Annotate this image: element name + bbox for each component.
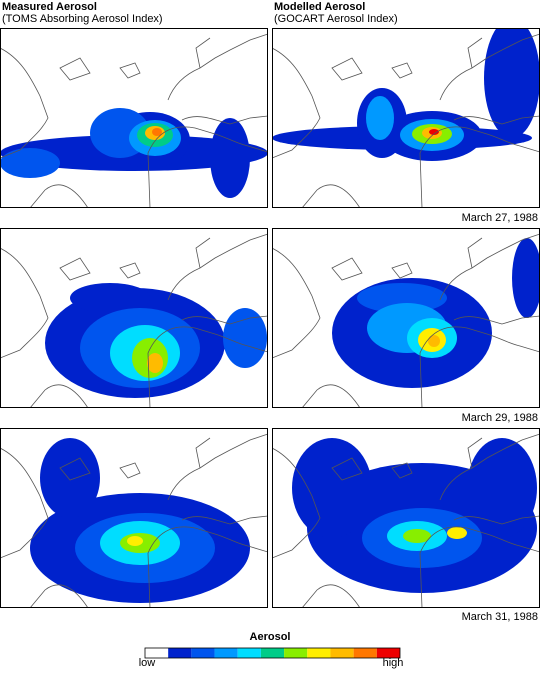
coastline bbox=[0, 233, 268, 408]
legend-swatch bbox=[284, 648, 308, 658]
map-content bbox=[272, 428, 540, 608]
aerosol-region bbox=[40, 438, 100, 518]
map-content bbox=[272, 28, 540, 208]
map-panel bbox=[272, 228, 540, 408]
legend-swatch bbox=[330, 648, 354, 658]
aerosol-region bbox=[210, 118, 250, 198]
legend-title: Aerosol bbox=[250, 631, 291, 643]
aerosol-region bbox=[357, 283, 447, 313]
map-content bbox=[0, 28, 268, 208]
aerosol-region bbox=[484, 28, 540, 138]
map-content bbox=[0, 228, 268, 408]
coastline bbox=[0, 33, 268, 208]
legend-swatch bbox=[168, 648, 192, 658]
map-panel bbox=[272, 28, 540, 208]
aerosol-region bbox=[447, 527, 467, 539]
aerosol-region bbox=[292, 438, 372, 538]
coastline bbox=[0, 433, 268, 608]
aerosol-region bbox=[0, 148, 60, 178]
legend-swatch bbox=[191, 648, 215, 658]
right-title: Modelled Aerosol bbox=[274, 1, 365, 13]
date-label: March 27, 1988 bbox=[462, 212, 538, 224]
aerosol-region bbox=[147, 353, 163, 373]
right-subtitle: (GOCART Aerosol Index) bbox=[274, 13, 398, 25]
aerosol-region bbox=[403, 529, 431, 543]
map-panel bbox=[0, 28, 268, 208]
panel-frame bbox=[0, 28, 268, 208]
legend-swatch bbox=[214, 648, 238, 658]
legend-swatch bbox=[307, 648, 331, 658]
coastline bbox=[272, 433, 540, 608]
legend-swatch bbox=[145, 648, 169, 658]
aerosol-region bbox=[428, 335, 440, 347]
map-panel bbox=[272, 428, 540, 608]
aerosol-region bbox=[152, 128, 162, 136]
map-content bbox=[0, 428, 268, 608]
map-content bbox=[272, 228, 540, 408]
legend-swatch bbox=[260, 648, 285, 658]
aerosol-region bbox=[429, 129, 439, 135]
date-label: March 29, 1988 bbox=[462, 412, 538, 424]
coastline bbox=[272, 233, 540, 408]
left-title: Measured Aerosol bbox=[2, 1, 97, 13]
legend-swatch bbox=[353, 648, 377, 658]
legend-swatch bbox=[237, 648, 261, 658]
aerosol-region bbox=[467, 438, 537, 538]
aerosol-region bbox=[70, 283, 150, 313]
map-panel bbox=[0, 228, 268, 408]
panel-frame bbox=[0, 228, 268, 408]
date-label: March 31, 1988 bbox=[462, 611, 538, 623]
aerosol-region bbox=[127, 536, 143, 546]
panel-frame bbox=[0, 428, 268, 608]
coastline bbox=[272, 33, 540, 208]
left-subtitle: (TOMS Absorbing Aerosol Index) bbox=[2, 13, 163, 25]
aerosol-region bbox=[366, 96, 394, 140]
legend-swatch bbox=[376, 648, 400, 658]
aerosol-region bbox=[512, 238, 540, 318]
legend-high: high bbox=[383, 657, 404, 669]
map-panel bbox=[0, 428, 268, 608]
legend-frame bbox=[144, 647, 401, 659]
legend-low: low bbox=[139, 657, 156, 669]
